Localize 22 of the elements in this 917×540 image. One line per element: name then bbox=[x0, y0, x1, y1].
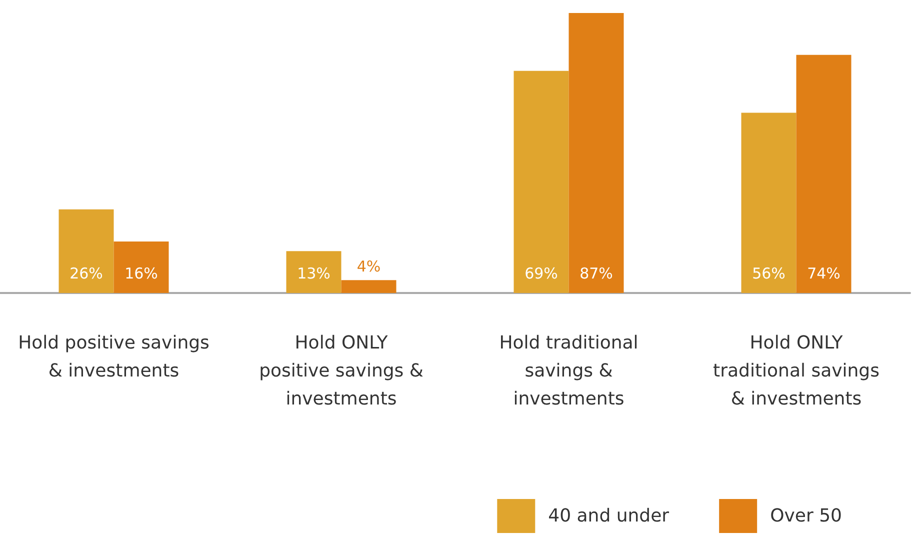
data-label: 56% bbox=[752, 264, 786, 282]
bar bbox=[58, 209, 114, 293]
bar bbox=[514, 70, 569, 293]
bar bbox=[341, 280, 396, 293]
data-label: 16% bbox=[124, 264, 158, 282]
bar bbox=[286, 251, 342, 293]
data-label: 13% bbox=[297, 264, 330, 282]
x-tick-label: Hold positive savings & investments bbox=[18, 332, 210, 382]
data-label: 87% bbox=[580, 264, 613, 282]
data-label: 26% bbox=[70, 264, 103, 282]
x-tick-label: Hold traditional savings & investments bbox=[499, 332, 638, 410]
data-label: 4% bbox=[356, 258, 381, 276]
bar bbox=[796, 54, 852, 293]
data-label: 69% bbox=[524, 264, 558, 282]
bar bbox=[114, 242, 169, 293]
x-tick-label: Hold ONLY positive savings & investments bbox=[259, 332, 424, 410]
x-tick-label: Hold ONLY traditional savings & investments bbox=[713, 332, 880, 410]
data-label: 74% bbox=[807, 264, 840, 282]
legend-label: 40 and under bbox=[548, 506, 670, 526]
bar bbox=[741, 112, 796, 293]
bar bbox=[568, 13, 624, 293]
legend-label: Over 50 bbox=[770, 506, 842, 526]
